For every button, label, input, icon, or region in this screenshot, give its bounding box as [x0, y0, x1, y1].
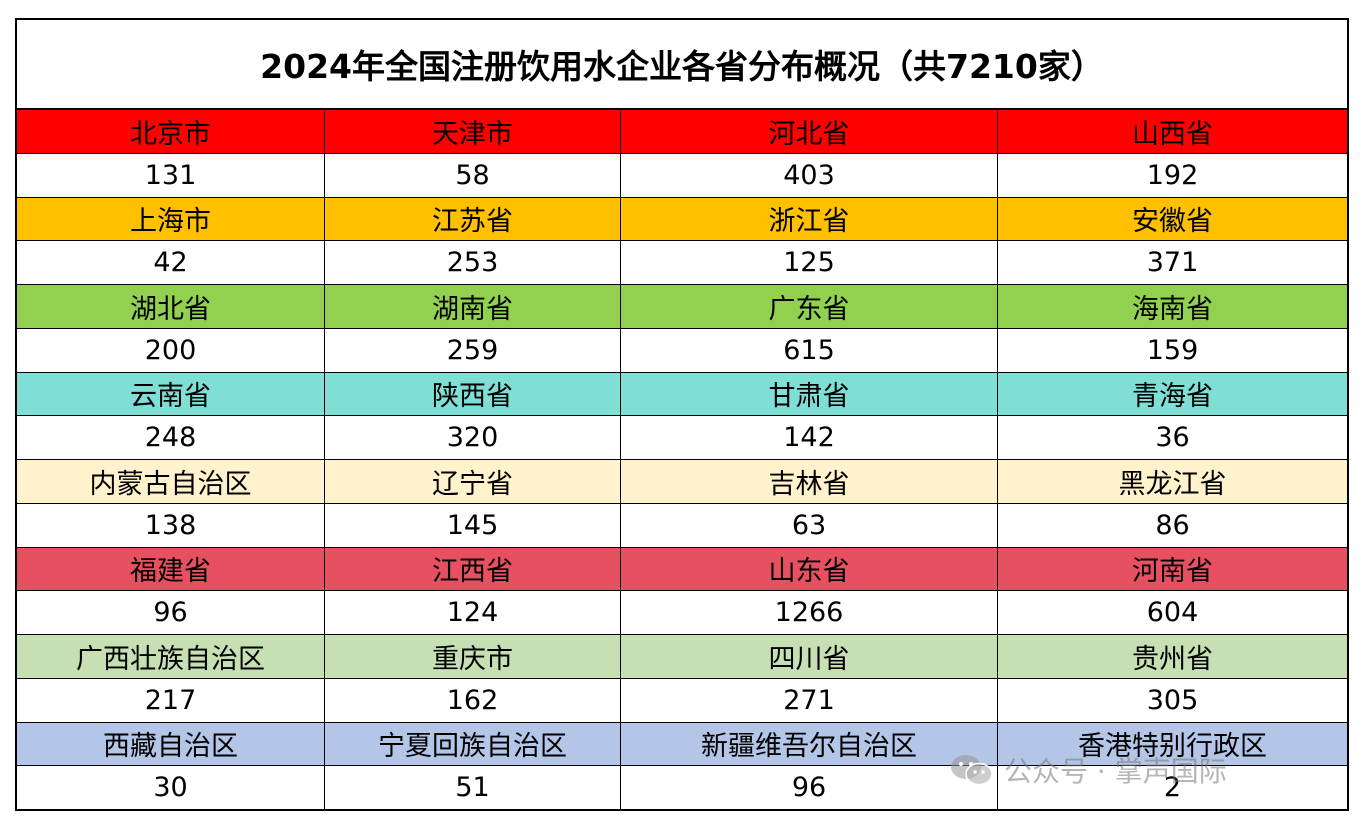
- province-count-cell: 371: [1146, 247, 1199, 279]
- wechat-icon: [951, 755, 993, 786]
- table-title: 2024年全国注册饮用水企业各省分布概况（共7210家）: [17, 20, 1347, 110]
- province-name-cell: 云南省: [17, 372, 325, 416]
- province-count-cell: 142: [621, 416, 998, 459]
- province-name-cell: 北京市: [17, 110, 325, 153]
- province-count-cell: 1266: [621, 591, 998, 634]
- province-name-cell: 河北省: [621, 110, 998, 153]
- province-count-row: 200 259 615 159: [17, 328, 1347, 373]
- province-count-cell: 138: [17, 503, 325, 547]
- province-count-row: 248 320 142 36: [17, 416, 1347, 460]
- province-count-cell: 305: [1146, 684, 1199, 716]
- province-name-row: 湖北省 湖南省 广东省 海南省: [17, 285, 1347, 329]
- province-name-cell: 海南省: [1132, 293, 1213, 325]
- province-name-row: 上海市 江苏省 浙江省 安徽省: [17, 197, 1347, 242]
- province-count-cell: 604: [1146, 597, 1199, 629]
- table-body: 北京市 天津市 河北省 山西省 131 58 403 192 上海市 江苏省 浙江省 安徽省 42 253…: [17, 110, 1347, 809]
- province-name-row: 福建省 江西省 山东省 河南省: [17, 547, 1347, 592]
- province-name-cell: 河南省: [1132, 556, 1213, 588]
- province-count-cell: 248: [17, 416, 325, 459]
- province-count-cell: 615: [621, 328, 998, 372]
- province-count-row: 217 162 271 305: [17, 678, 1347, 723]
- province-count-cell: 2: [1163, 772, 1182, 804]
- province-name-cell: 贵州省: [1132, 643, 1213, 675]
- province-name-cell: 上海市: [17, 197, 325, 241]
- province-count-cell: 125: [621, 241, 998, 284]
- province-count-row: 42 253 125 371: [17, 241, 1347, 285]
- province-name-row: 广西壮族自治区 重庆市 四川省 贵州省: [17, 635, 1347, 679]
- province-name-row: 内蒙古自治区 辽宁省 吉林省 黑龙江省: [17, 460, 1347, 504]
- province-name-cell: 湖北省: [17, 285, 325, 328]
- province-name-cell: 广西壮族自治区: [17, 635, 325, 678]
- province-name-cell: 香港特别行政区: [1078, 731, 1267, 763]
- province-name-row: 北京市 天津市 河北省 山西省: [17, 110, 1347, 154]
- province-count-cell: 145: [325, 503, 621, 547]
- province-count-cell: 192: [1146, 159, 1199, 191]
- province-name-cell: 湖南省: [325, 285, 621, 328]
- province-name-cell: 陕西省: [325, 372, 621, 416]
- province-count-cell: 131: [17, 153, 325, 197]
- province-name-cell: 内蒙古自治区: [17, 460, 325, 503]
- province-name-cell: 浙江省: [621, 197, 998, 241]
- province-count-cell: 403: [621, 153, 998, 197]
- province-name-cell: 宁夏回族自治区: [325, 722, 621, 766]
- province-name-cell: 江苏省: [325, 197, 621, 241]
- province-count-cell: 200: [17, 328, 325, 372]
- province-name-cell: 重庆市: [325, 635, 621, 678]
- province-count-row: 96 124 1266 604: [17, 591, 1347, 635]
- province-count-cell: 63: [621, 503, 998, 547]
- province-name-cell: 甘肃省: [621, 372, 998, 416]
- province-name-cell: 青海省: [1132, 381, 1213, 413]
- province-count-row: 131 58 403 192: [17, 153, 1347, 198]
- province-count-cell: 259: [325, 328, 621, 372]
- province-name-cell: 山东省: [621, 547, 998, 591]
- data-table: 2024年全国注册饮用水企业各省分布概况（共7210家） 北京市 天津市 河北省 山西…: [15, 18, 1349, 811]
- province-name-cell: 山西省: [1132, 118, 1213, 150]
- province-name-cell: 吉林省: [621, 460, 998, 503]
- province-count-row: 138 145 63 86: [17, 503, 1347, 548]
- province-name-cell: 福建省: [17, 547, 325, 591]
- province-count-cell: 86: [1155, 509, 1190, 541]
- province-count-cell: 124: [325, 591, 621, 634]
- province-name-row: 云南省 陕西省 甘肃省 青海省: [17, 372, 1347, 417]
- province-name-cell: 辽宁省: [325, 460, 621, 503]
- province-count-cell: 58: [325, 153, 621, 197]
- province-name-cell: 四川省: [621, 635, 998, 678]
- watermark-text: 公众号 · 掌声国际: [1004, 755, 1227, 788]
- province-count-cell: 253: [325, 241, 621, 284]
- province-count-cell: 162: [325, 678, 621, 722]
- province-name-cell: 天津市: [325, 110, 621, 153]
- province-name-cell: 安徽省: [1132, 206, 1213, 238]
- province-name-cell: 广东省: [621, 285, 998, 328]
- province-count-cell: 51: [325, 766, 621, 809]
- province-count-cell: 271: [621, 678, 998, 722]
- province-name-cell: 西藏自治区: [17, 722, 325, 766]
- province-count-cell: 159: [1146, 334, 1199, 366]
- province-name-row: 西藏自治区 宁夏回族自治区 新疆维吾尔自治区 香港特别行政区: [17, 722, 1347, 767]
- province-name-cell: 新疆维吾尔自治区: [621, 722, 998, 766]
- province-count-cell: 30: [17, 766, 325, 809]
- province-name-cell: 黑龙江省: [1118, 468, 1227, 500]
- province-count-row: 30 51 96 2: [17, 766, 1347, 809]
- watermark: 公众号 · 掌声国际: [948, 750, 1227, 790]
- province-count-cell: 320: [325, 416, 621, 459]
- province-count-cell: 217: [17, 678, 325, 722]
- province-count-cell: 42: [17, 241, 325, 284]
- province-name-cell: 江西省: [325, 547, 621, 591]
- province-count-cell: 96: [621, 766, 998, 809]
- province-count-cell: 96: [17, 591, 325, 634]
- province-count-cell: 36: [1155, 422, 1190, 454]
